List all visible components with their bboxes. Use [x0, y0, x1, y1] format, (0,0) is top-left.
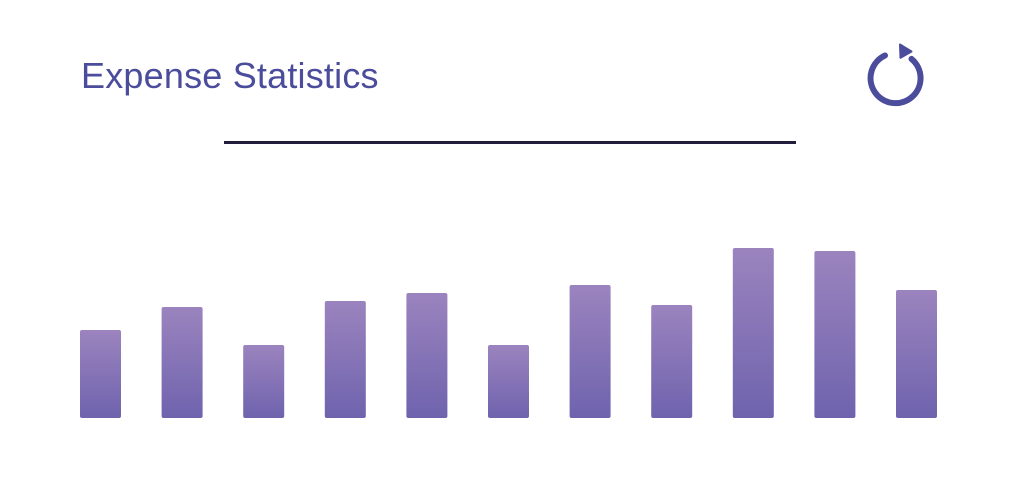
page-title: Expense Statistics: [81, 55, 379, 96]
title-divider: [224, 141, 796, 144]
bar-8: [651, 305, 693, 418]
bar-9: [732, 248, 774, 418]
bar-10: [814, 251, 856, 418]
refresh-button[interactable]: [864, 40, 934, 110]
bar-series: [80, 248, 937, 418]
bar-11: [896, 290, 937, 418]
bar-3: [243, 345, 285, 418]
bar-6: [488, 345, 529, 418]
bar-4: [324, 301, 366, 418]
bar-7: [569, 285, 611, 418]
bar-2: [161, 307, 203, 418]
bar-5: [406, 293, 448, 418]
refresh-icon: [867, 43, 924, 107]
bar-1: [80, 330, 121, 418]
